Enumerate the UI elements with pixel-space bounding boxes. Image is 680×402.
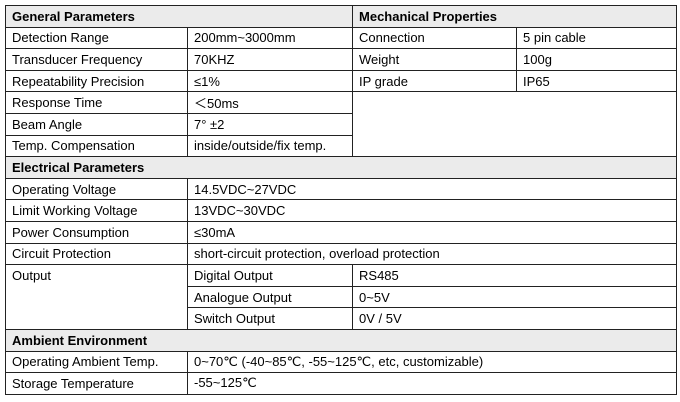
row: Response Time ＜50ms [5, 91, 678, 158]
param-label: Beam Angle [5, 112, 188, 136]
param-label: Power Consumption [5, 220, 188, 244]
param-value: 0~70℃ (-40~85℃, -55~125℃, etc, customiza… [186, 350, 678, 374]
row: Electrical Parameters [4, 156, 678, 179]
param-label: Response Time [5, 91, 188, 114]
param-label: Weight [352, 48, 518, 71]
spec-table: General Parameters Mechanical Properties… [4, 5, 678, 395]
sub-label: Analogue Output [186, 285, 354, 309]
param-value: ＜50ms [186, 91, 354, 114]
param-value: -55~125℃ [186, 372, 678, 395]
section-header: Ambient Environment [4, 328, 678, 352]
param-label: Detection Range [5, 26, 188, 50]
row: Operating Ambient Temp. 0~70℃ (-40~85℃, -… [5, 350, 678, 374]
row: Storage Temperature -55~125℃ [5, 372, 678, 395]
row: General Parameters Mechanical Properties [4, 5, 678, 28]
param-label: Storage Temperature [5, 372, 188, 395]
param-value: 70KHZ [186, 48, 354, 71]
param-label: Operating Ambient Temp. [5, 350, 188, 374]
empty-cell [352, 91, 678, 158]
sub-label: Digital Output [186, 264, 354, 287]
row: Power Consumption ≤30mA [5, 220, 678, 244]
table-body: General Parameters Mechanical Properties… [4, 5, 678, 395]
row: Limit Working Voltage 13VDC~30VDC [5, 199, 678, 222]
row: Analogue Output 0~5V [6, 285, 678, 309]
param-label: Transducer Frequency [5, 48, 188, 71]
param-value: 7° ±2 [186, 112, 354, 136]
row: Transducer Frequency 70KHZ Weight 100g [5, 48, 678, 71]
param-label: Circuit Protection [5, 242, 188, 266]
param-label: Connection [352, 26, 518, 50]
param-label: Limit Working Voltage [5, 199, 188, 222]
param-value: ≤30mA [186, 220, 678, 244]
section-header: Mechanical Properties [352, 5, 678, 28]
param-label: Operating Voltage [5, 177, 188, 201]
sub-label: Switch Output [186, 307, 354, 330]
param-value: 0V / 5V [352, 307, 678, 330]
row: Detection Range 200mm~3000mm Connection 5 p… [5, 26, 678, 50]
param-value: RS485 [352, 264, 678, 287]
param-value: 13VDC~30VDC [186, 199, 678, 222]
param-value: 100g [516, 48, 678, 71]
row: Operating Voltage 14.5VDC~27VDC [5, 177, 678, 201]
param-value: 200mm~3000mm [186, 26, 354, 50]
param-value: 14.5VDC~27VDC [186, 177, 678, 201]
param-value: inside/outside/fix temp. [186, 134, 354, 158]
row: Temp. Compensation inside/outside/fix tem… [5, 134, 677, 158]
param-value: IP65 [516, 69, 678, 93]
param-label: Output [5, 264, 188, 330]
row: Beam Angle 7° ±2 [5, 112, 677, 136]
section-header: General Parameters [4, 5, 354, 28]
param-value: ≤1% [186, 69, 354, 93]
param-value: 0~5V [352, 285, 678, 309]
param-value: 5 pin cable [516, 26, 678, 50]
section-header: Electrical Parameters [4, 156, 678, 179]
row: Ambient Environment [4, 328, 678, 352]
row: Repeatability Precision ≤1% IP grade IP65 [5, 69, 678, 93]
param-label: IP grade [352, 69, 518, 93]
param-label: Repeatability Precision [5, 69, 188, 93]
spec-sheet: General Parameters Mechanical Properties… [4, 5, 678, 395]
param-label: Temp. Compensation [5, 134, 188, 158]
param-value: short-circuit protection, overload prote… [186, 242, 678, 266]
row: Output Digital Output RS485 [5, 264, 678, 330]
row: Circuit Protection short-circuit protecti… [5, 242, 678, 266]
